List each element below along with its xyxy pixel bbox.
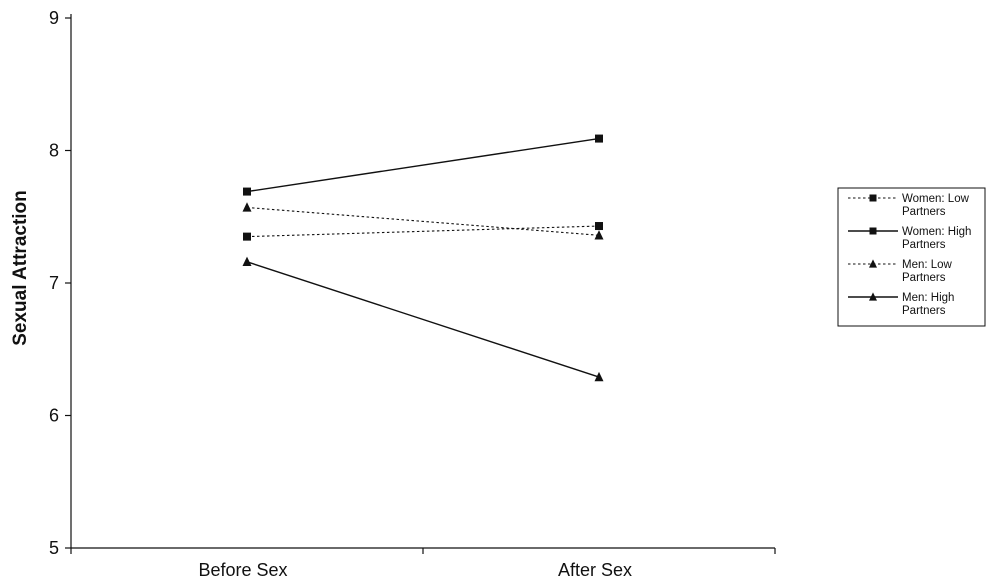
- legend-label: Partners: [902, 239, 946, 251]
- data-point: [242, 256, 252, 266]
- legend-label: Partners: [902, 305, 946, 317]
- legend-label: Men: High: [902, 292, 954, 304]
- series-2: [243, 134, 603, 196]
- series-line: [246, 206, 600, 236]
- data-point: [243, 187, 251, 196]
- series-line: [246, 261, 600, 378]
- data-point: [594, 230, 604, 240]
- series-3: [242, 202, 604, 240]
- chart-series: [242, 134, 604, 382]
- data-point: [595, 222, 603, 231]
- legend-marker: [869, 227, 877, 235]
- series-1: [243, 222, 603, 241]
- series-line: [246, 137, 600, 193]
- legend-label: Women: High: [902, 226, 971, 238]
- x-tick-label: Before Sex: [198, 560, 287, 580]
- y-tick-label: 7: [49, 273, 59, 293]
- data-point: [595, 134, 603, 143]
- series-line: [246, 225, 600, 238]
- legend-label: Partners: [902, 272, 946, 284]
- legend-label: Men: Low: [902, 259, 953, 271]
- legend-label: Women: Low: [902, 193, 970, 205]
- data-point: [594, 371, 604, 382]
- chart-axes: 5 6 7 8 9 Before Sex After Sex: [49, 8, 776, 580]
- y-tick-label: 5: [49, 538, 59, 558]
- legend-label: Partners: [902, 206, 946, 218]
- y-tick-label: 6: [49, 406, 59, 426]
- legend-marker: [869, 194, 877, 202]
- y-axis-title: Sexual Attraction: [10, 190, 31, 346]
- y-tick-label: 9: [49, 8, 59, 28]
- x-tick-label: After Sex: [558, 560, 632, 580]
- legend-marker: [869, 292, 877, 301]
- y-tick-label: 8: [49, 141, 59, 161]
- legend-box: [837, 187, 986, 327]
- data-point: [243, 232, 251, 241]
- legend-marker: [869, 259, 877, 268]
- series-4: [242, 256, 604, 382]
- data-point: [242, 202, 252, 212]
